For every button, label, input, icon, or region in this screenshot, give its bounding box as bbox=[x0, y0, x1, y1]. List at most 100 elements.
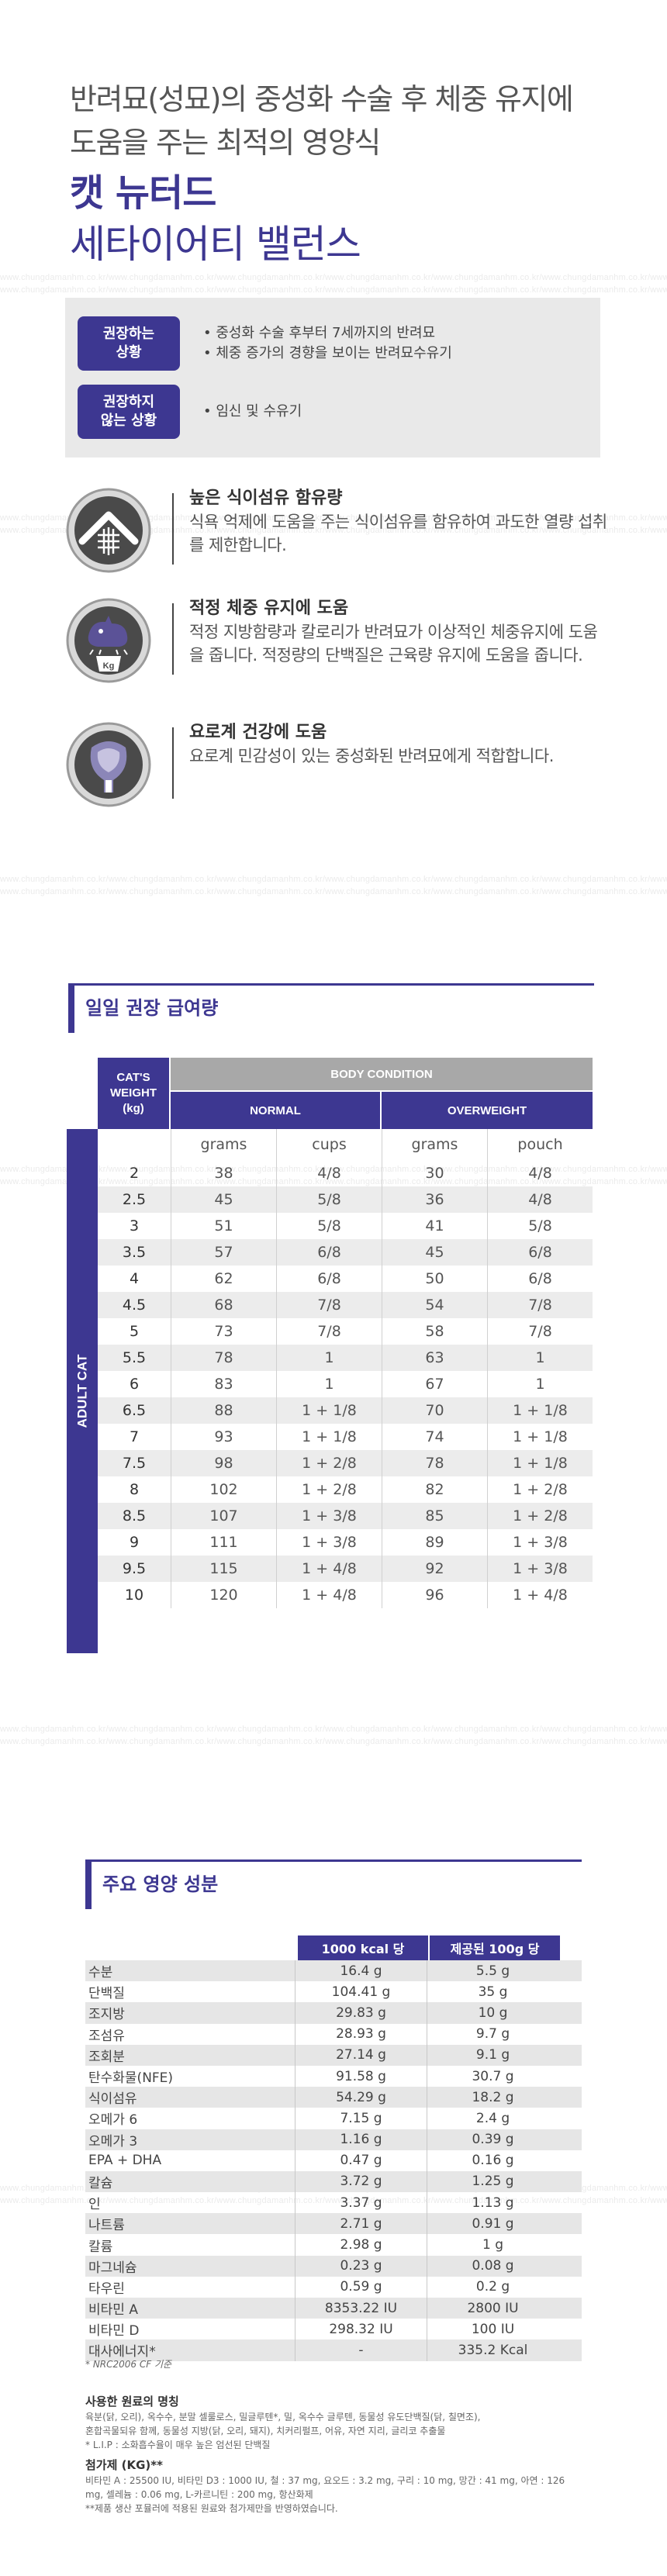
weight-cell: 6.5 bbox=[122, 1402, 147, 1419]
ingredients-note: * L.I.P : 소화흡수율이 매우 높은 엄선된 단백질 bbox=[85, 2440, 271, 2450]
nutrient-name: 오메가 6 bbox=[88, 2112, 138, 2129]
nutrient-value: 29.83 g bbox=[295, 2002, 427, 2024]
feeding-row: 7.5 98 1 + 2/8 78 1 + 1/8 bbox=[98, 1450, 593, 1476]
nutrition-section-title: 주요 영양 성분 bbox=[102, 1873, 219, 1895]
nutrient-value: - bbox=[295, 2339, 427, 2361]
nutrient-value: 0.16 g bbox=[427, 2150, 558, 2171]
nutrient-name: 탄수화물(NFE) bbox=[88, 2070, 174, 2087]
amount-cell: 1 + 3/8 bbox=[276, 1529, 382, 1556]
amount-cell: 96 bbox=[382, 1582, 487, 1608]
weight-cell: 2 bbox=[129, 1165, 140, 1182]
hero-subtitle: 반려묘(성묘)의 중성화 수술 후 체중 유지에 bbox=[70, 82, 574, 116]
weight-cell: 8.5 bbox=[122, 1507, 147, 1525]
adult-cat-label: ADULT CAT bbox=[67, 1129, 98, 1653]
amount-cell: 41 bbox=[382, 1213, 487, 1239]
nutrient-name: 수분 bbox=[88, 1965, 113, 1981]
nutrition-row: 마그네슘 0.23 g 0.08 g bbox=[85, 2255, 582, 2277]
weight-cell: 3.5 bbox=[122, 1244, 147, 1261]
amount-cell: 1 + 2/8 bbox=[487, 1476, 593, 1503]
nutrient-name: 마그네슘 bbox=[88, 2260, 137, 2276]
nutrition-row: 인 3.37 g 1.13 g bbox=[85, 2192, 582, 2214]
weight-cell: 8 bbox=[129, 1481, 140, 1498]
recommended-list: 중성화 수술 후부터 7세까지의 반려묘 체중 증가의 경향을 보이는 반려묘수… bbox=[203, 323, 451, 364]
amount-cell: 7/8 bbox=[487, 1318, 593, 1345]
feature-title: 높은 식이섬유 함유량 bbox=[189, 489, 343, 508]
nutrition-row: 오메가 6 7.15 g 2.4 g bbox=[85, 2108, 582, 2129]
feeding-row: 5 73 7/8 58 7/8 bbox=[98, 1318, 593, 1345]
feature-title: 요로계 건강에 도움 bbox=[189, 723, 327, 742]
nutrient-value: 335.2 Kcal bbox=[427, 2339, 558, 2361]
nutrient-value: 30.7 g bbox=[427, 2065, 558, 2087]
watermark-text: www.chungdamanhm.co.kr/www.chungdamanhm.… bbox=[0, 887, 667, 896]
product-name: 캣 뉴터드 bbox=[70, 171, 216, 215]
nutrition-table: 1000 kcal 당 제공된 100g 당 수분 16.4 g 5.5 g 단백질 1… bbox=[85, 1935, 582, 2361]
amount-cell: 7/8 bbox=[276, 1318, 382, 1345]
weight-cell: 7.5 bbox=[122, 1455, 147, 1472]
weight-cell: 3 bbox=[129, 1217, 140, 1234]
feature-fiber: 높은 식이섬유 함유량 식욕 억제에 도움을 주는 식이섬유를 함유하여 과도한… bbox=[65, 487, 608, 577]
amount-cell: 70 bbox=[382, 1397, 487, 1424]
amount-cell: 74 bbox=[382, 1424, 487, 1450]
nutrition-row: 비타민 A 8353.22 IU 2800 IU bbox=[85, 2298, 582, 2319]
watermark-text: www.chungdamanhm.co.kr/www.chungdamanhm.… bbox=[0, 1177, 667, 1186]
amount-cell: 1 bbox=[487, 1371, 593, 1397]
weight-cell: 4 bbox=[129, 1270, 140, 1287]
amount-cell: 102 bbox=[171, 1476, 276, 1503]
product-line: 세타이어티 밸런스 bbox=[70, 222, 361, 267]
feeding-row: 2.5 45 5/8 36 4/8 bbox=[98, 1186, 593, 1213]
feature-urinary: 요로계 건강에 도움 요로계 민감성이 있는 중성화된 반려묘에게 적합합니다. bbox=[65, 721, 608, 811]
amount-cell: 7/8 bbox=[276, 1292, 382, 1318]
nutrient-name: 나트륨 bbox=[88, 2218, 125, 2234]
amount-cell: 92 bbox=[382, 1556, 487, 1582]
amount-cell: 1 + 2/8 bbox=[487, 1503, 593, 1529]
cat-weight-icon: Kg bbox=[66, 598, 151, 683]
nutrient-value: 0.23 g bbox=[295, 2255, 427, 2277]
amount-cell: 1 + 3/8 bbox=[276, 1503, 382, 1529]
amount-cell: 88 bbox=[171, 1397, 276, 1424]
feature-desc: 적정 지방함량과 칼로리가 반려묘가 이상적인 체중유지에 도움을 줍니다. 적… bbox=[189, 623, 598, 665]
nutrient-name: 타우린 bbox=[88, 2281, 125, 2297]
recommended-row: 권장하는 상황 중성화 수술 후부터 7세까지의 반려묘 체중 증가의 경향을 … bbox=[78, 316, 589, 371]
amount-cell: 51 bbox=[171, 1213, 276, 1239]
not-recommended-badge: 권장하지 않는 상황 bbox=[78, 385, 180, 439]
nutrient-value: 104.41 g bbox=[295, 1981, 427, 2003]
watermark-text: www.chungdamanhm.co.kr/www.chungdamanhm.… bbox=[0, 875, 667, 884]
watermark-text: www.chungdamanhm.co.kr/www.chungdamanhm.… bbox=[0, 513, 667, 523]
adult-cat-label-text: ADULT CAT bbox=[74, 1354, 89, 1428]
amount-cell: 5/8 bbox=[487, 1213, 593, 1239]
amount-cell: 111 bbox=[171, 1529, 276, 1556]
feeding-row: 10 120 1 + 4/8 96 1 + 4/8 bbox=[98, 1582, 593, 1608]
amount-cell: 89 bbox=[382, 1529, 487, 1556]
amount-cell: 30 bbox=[382, 1160, 487, 1186]
amount-cell: 1 + 4/8 bbox=[276, 1556, 382, 1582]
amount-cell: 6/8 bbox=[276, 1239, 382, 1266]
amount-cell: 1 + 1/8 bbox=[487, 1397, 593, 1424]
amount-cell: 82 bbox=[382, 1476, 487, 1503]
nutrient-name: 비타민 D bbox=[88, 2323, 140, 2339]
additives-note: **제품 생산 포뮬러에 적용된 원료와 첨가제만을 반영하였습니다. bbox=[85, 2503, 338, 2514]
watermark-text: www.chungdamanhm.co.kr/www.chungdamanhm.… bbox=[0, 285, 667, 295]
urinary-bladder-icon bbox=[66, 722, 151, 807]
nutrition-row: 오메가 3 1.16 g 0.39 g bbox=[85, 2129, 582, 2150]
nutrient-value: 0.39 g bbox=[427, 2129, 558, 2150]
nutrient-name: 조섬유 bbox=[88, 2028, 125, 2044]
weight-cell: 4.5 bbox=[122, 1297, 147, 1314]
nutrient-value: 0.59 g bbox=[295, 2276, 427, 2298]
amount-cell: 45 bbox=[171, 1186, 276, 1213]
hero-subtitle: 도움을 주는 최적의 영양식 bbox=[70, 126, 381, 160]
ingredients-title: 사용한 원료의 명칭 bbox=[85, 2395, 179, 2409]
nutrient-value: 1.25 g bbox=[427, 2170, 558, 2193]
situations-panel: 권장하는 상황 중성화 수술 후부터 7세까지의 반려묘 체중 증가의 경향을 … bbox=[65, 298, 600, 458]
units-cell: grams bbox=[382, 1129, 487, 1160]
feeding-row: 7 93 1 + 1/8 74 1 + 1/8 bbox=[98, 1424, 593, 1450]
amount-cell: 83 bbox=[171, 1371, 276, 1397]
amount-cell: 36 bbox=[382, 1186, 487, 1213]
feature-text: 높은 식이섬유 함유량 식욕 억제에 도움을 주는 식이섬유를 함유하여 과도한… bbox=[189, 487, 608, 557]
watermark-text: www.chungdamanhm.co.kr/www.chungdamanhm.… bbox=[0, 2196, 667, 2205]
watermark-text: www.chungdamanhm.co.kr/www.chungdamanhm.… bbox=[0, 1725, 667, 1734]
nutrient-value: 298.32 IU bbox=[295, 2319, 427, 2340]
amount-cell: 38 bbox=[171, 1160, 276, 1186]
amount-cell: 107 bbox=[171, 1503, 276, 1529]
nutrition-footnote: * NRC2006 CF 기준 bbox=[85, 2359, 172, 2370]
nutrient-value: 28.93 g bbox=[295, 2023, 427, 2045]
